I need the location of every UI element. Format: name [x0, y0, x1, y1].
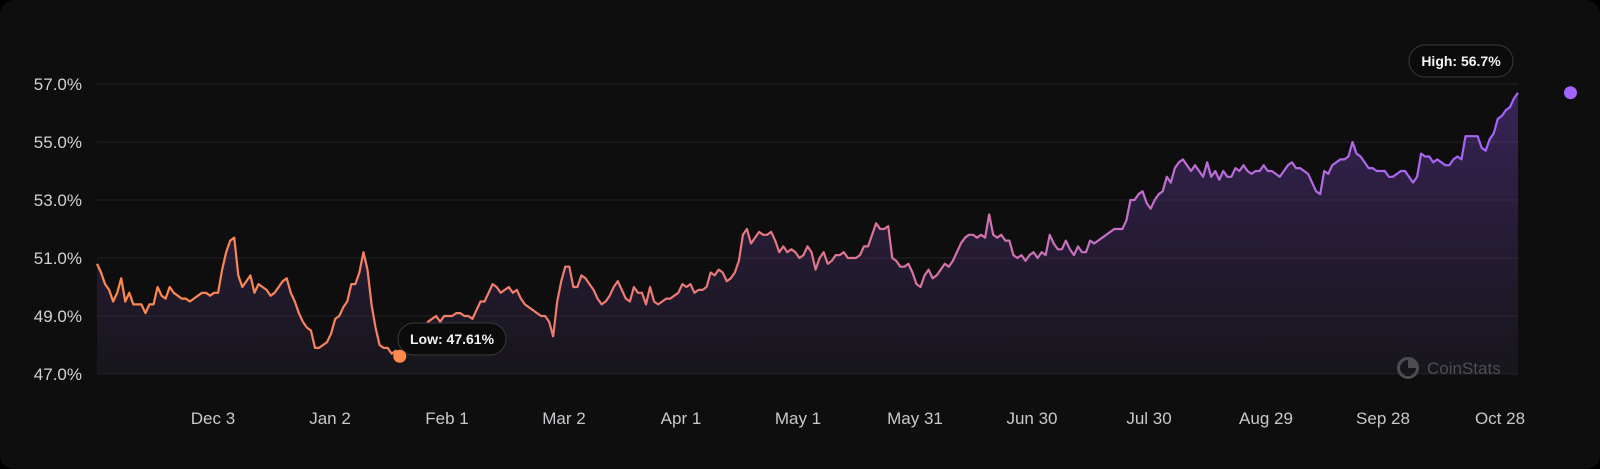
x-tick-label: Sep 28: [1356, 409, 1410, 428]
coinstats-logo-icon: [1397, 357, 1419, 379]
x-tick-label: Feb 1: [425, 409, 468, 428]
series-area: [97, 92, 1518, 374]
x-tick-label: Dec 3: [191, 409, 235, 428]
high-callout: High: 56.7%: [1408, 44, 1577, 100]
x-tick-label: Jul 30: [1126, 409, 1171, 428]
x-tick-label: Oct 28: [1475, 409, 1525, 428]
x-tick-label: Apr 1: [661, 409, 702, 428]
low-callout: Low: 47.61%: [393, 322, 507, 363]
y-tick-label: 55.0%: [34, 133, 82, 152]
watermark-text: CoinStats: [1427, 359, 1501, 378]
y-tick-label: 53.0%: [34, 191, 82, 210]
high-label: High: 56.7%: [1421, 53, 1501, 69]
y-tick-label: 57.0%: [34, 75, 82, 94]
low-marker: [393, 349, 407, 363]
y-axis-ticks: 47.0% 49.0% 51.0% 53.0% 55.0% 57.0%: [34, 75, 82, 384]
x-tick-label: Jun 30: [1006, 409, 1057, 428]
series-line: [96, 92, 1519, 358]
coinstats-watermark: CoinStats: [1397, 357, 1501, 379]
x-tick-label: May 1: [775, 409, 821, 428]
x-tick-label: May 31: [887, 409, 943, 428]
x-tick-label: Jan 2: [309, 409, 351, 428]
x-tick-label: Mar 2: [542, 409, 585, 428]
x-axis-ticks: Dec 3 Jan 2 Feb 1 Mar 2 Apr 1 May 1 May 31 Jun …: [191, 409, 1525, 428]
x-tick-label: Aug 29: [1239, 409, 1293, 428]
y-tick-label: 47.0%: [34, 365, 82, 384]
y-tick-label: 51.0%: [34, 249, 82, 268]
low-label: Low: 47.61%: [410, 331, 495, 347]
y-tick-label: 49.0%: [34, 307, 82, 326]
high-marker: [1563, 86, 1577, 100]
